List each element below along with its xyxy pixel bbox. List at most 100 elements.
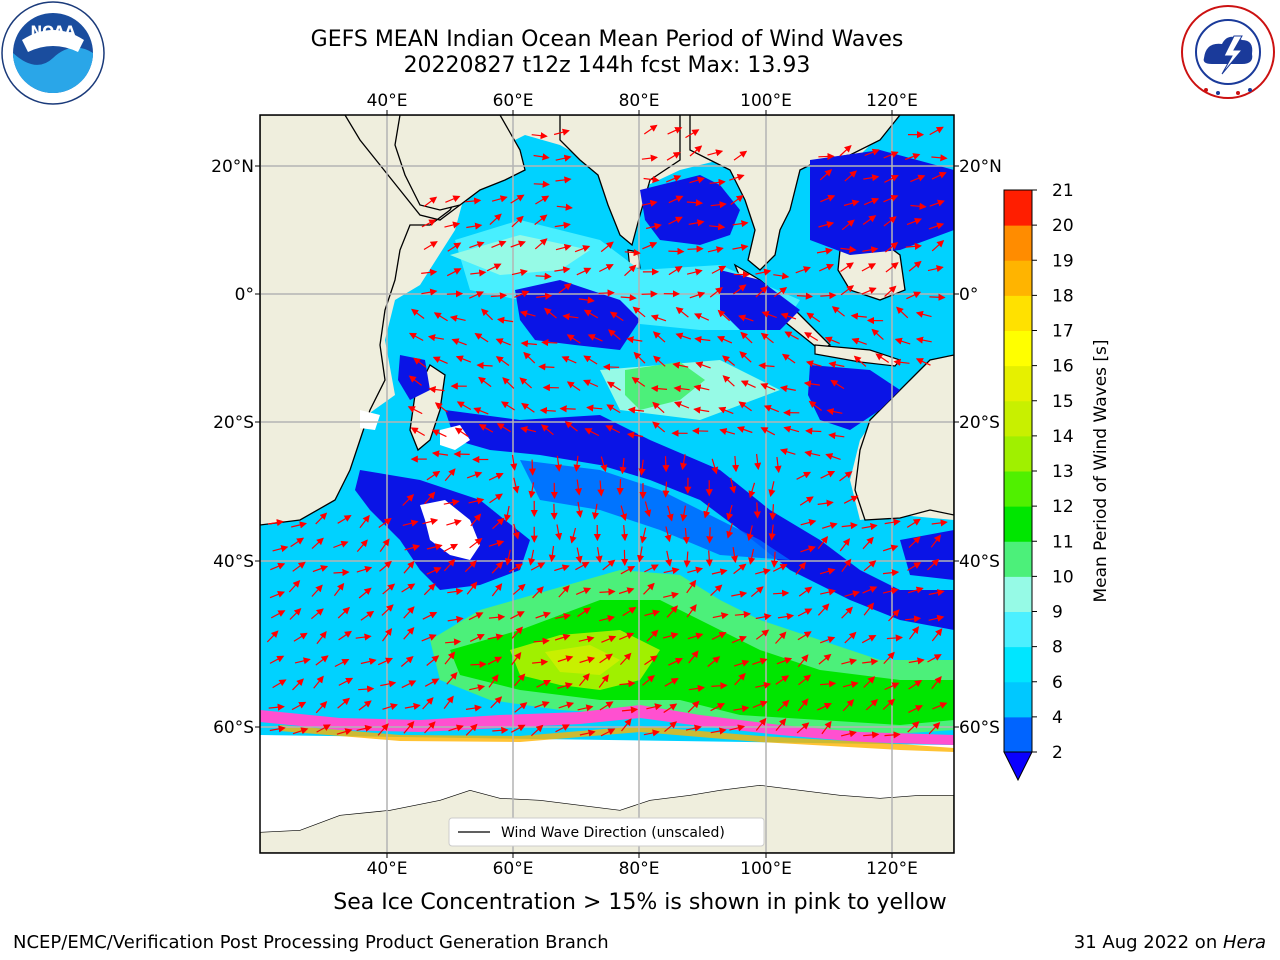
lat-label-right: 20°S (959, 413, 1000, 433)
wave-direction-arrow (820, 194, 836, 203)
wave-direction-arrow (641, 290, 658, 298)
lat-label-right: 60°S (959, 718, 1000, 738)
wave-direction-arrow (514, 290, 530, 298)
colorbar-segment (1004, 576, 1032, 612)
wave-direction-arrow (730, 194, 744, 205)
wave-direction-arrow (883, 651, 895, 665)
wave-direction-arrow (511, 215, 524, 228)
wave-direction-arrow (894, 337, 911, 345)
wave-direction-arrow (906, 217, 923, 226)
wave-direction-arrow (864, 148, 880, 157)
wave-direction-arrow (686, 604, 697, 618)
wave-direction-arrow (591, 503, 600, 520)
wave-direction-arrow (356, 724, 373, 732)
wave-direction-arrow (607, 329, 621, 341)
wave-direction-arrow (928, 589, 945, 597)
wave-direction-arrow (488, 674, 499, 688)
wave-direction-arrow (582, 379, 599, 388)
wave-direction-arrow (775, 718, 787, 731)
wave-direction-arrow (726, 504, 734, 521)
wave-direction-arrow (272, 545, 289, 553)
wave-direction-arrow (662, 456, 670, 473)
wave-direction-arrow (337, 606, 350, 619)
colorbar-tick-label: 11 (1052, 532, 1074, 552)
colorbar-extend-arrow (1003, 751, 1033, 782)
wave-direction-arrow (643, 729, 660, 737)
chart-subtitle: 20220827 t12z 144h fcst Max: 13.93 (403, 53, 811, 78)
wave-direction-arrow (576, 267, 592, 276)
wave-direction-arrow (512, 477, 520, 494)
wave-direction-arrow (291, 521, 307, 529)
wave-direction-arrow (359, 514, 370, 529)
wave-direction-arrow (606, 381, 621, 391)
wave-direction-arrow (928, 722, 941, 735)
wave-direction-arrow (760, 383, 776, 391)
wave-direction-arrow (733, 284, 747, 295)
wave-direction-arrow (587, 334, 603, 342)
ice-gap (260, 735, 954, 832)
wave-direction-arrow (490, 292, 508, 300)
wave-direction-arrow (718, 406, 734, 415)
wave-direction-arrow (755, 285, 768, 298)
wave-direction-arrow (422, 517, 439, 525)
land-arabia (394, 115, 526, 211)
wave-direction-arrow (908, 626, 920, 640)
wave-direction-arrow (337, 514, 352, 524)
wave-direction-arrow (685, 129, 700, 139)
wave-direction-arrow (733, 563, 747, 575)
wave-direction-arrow (642, 241, 658, 250)
wave-direction-arrow (619, 652, 632, 666)
wave-direction-arrow (797, 654, 809, 668)
wave-direction-arrow (574, 245, 591, 253)
wave-direction-arrow (915, 336, 932, 344)
wave-direction-arrow (600, 241, 614, 253)
wave-direction-arrow (931, 676, 942, 690)
wave-direction-arrow (536, 679, 552, 688)
wave-direction-arrow (444, 221, 461, 229)
wave-direction-arrow (334, 659, 350, 668)
wave-direction-arrow (753, 502, 761, 519)
colorbar-tick-label: 10 (1052, 567, 1074, 587)
wave-direction-arrow (313, 675, 324, 689)
wave-direction-arrow (474, 332, 489, 343)
wave-direction-arrow (574, 479, 582, 496)
wave-direction-arrow (712, 612, 729, 620)
wave-direction-arrow (805, 360, 822, 368)
wave-direction-arrow (512, 583, 526, 595)
wave-direction-arrow (910, 174, 926, 183)
wave-direction-arrow (402, 519, 419, 527)
wave-direction-arrow (511, 651, 522, 666)
wave-direction-arrow (619, 680, 636, 688)
wave-direction-arrow (447, 587, 464, 596)
lon-label-bottom: 120°E (866, 859, 918, 879)
wave-direction-arrow (445, 195, 461, 203)
wave-direction-arrow (424, 721, 436, 734)
wave-direction-arrow (840, 245, 857, 253)
wave-direction-arrow (675, 307, 689, 318)
wave-direction-arrow (447, 615, 464, 624)
wave-direction-arrow (487, 633, 504, 641)
colorbar-tick-label: 2 (1052, 743, 1063, 763)
wave-direction-arrow (381, 604, 394, 616)
wave-direction-arrow (315, 655, 329, 666)
wave-direction-arrow (863, 676, 876, 688)
colorbar-segment (1004, 681, 1032, 718)
wave-direction-arrow (773, 272, 790, 280)
wave-direction-arrow (470, 513, 482, 527)
wave-direction-arrow (622, 606, 637, 617)
wave-direction-arrow (627, 406, 645, 414)
wave-direction-arrow (748, 548, 756, 565)
wave-direction-arrow (407, 406, 423, 415)
wave-direction-arrow (841, 658, 858, 666)
wave-direction-arrow (533, 180, 550, 188)
wave-direction-arrow (555, 243, 572, 251)
wave-direction-arrow (616, 479, 624, 496)
colorbar-segment (1004, 260, 1032, 296)
wave-direction-arrow (618, 587, 635, 595)
wave-direction-arrow (269, 591, 286, 599)
wave-direction-arrow (554, 266, 571, 274)
wave-direction-arrow (446, 268, 462, 277)
wave-direction-arrow (566, 334, 581, 344)
wave-direction-arrow (740, 380, 756, 388)
wave-direction-arrow (355, 633, 372, 641)
